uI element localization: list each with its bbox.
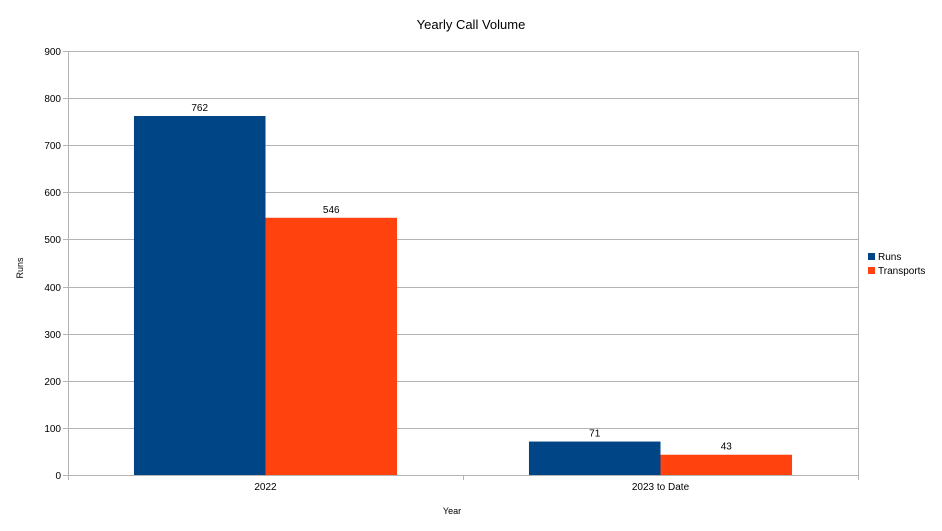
x-tick-labels: 2022 2023 to Date <box>254 482 689 493</box>
y-tick-labels: 0 100 200 300 400 500 600 700 800 900 <box>44 47 61 482</box>
legend-entry: Runs <box>878 252 901 263</box>
bar-transports-1 <box>660 454 793 475</box>
y-tick-label: 200 <box>44 377 61 388</box>
legend-swatch <box>868 253 875 260</box>
y-tick-label: 0 <box>55 471 61 482</box>
x-tick-label: 2022 <box>254 482 277 493</box>
bar-runs-0 <box>133 116 266 475</box>
data-label: 546 <box>323 205 340 216</box>
y-tick-label: 400 <box>44 283 61 294</box>
chart-title: Yearly Call Volume <box>417 17 526 32</box>
bar-runs-1 <box>528 441 661 475</box>
x-axis-label: Year <box>443 506 461 516</box>
y-tick-label: 600 <box>44 188 61 199</box>
legend: Runs Transports <box>868 252 925 277</box>
data-label: 43 <box>721 442 733 453</box>
legend-entry: Transports <box>878 266 925 277</box>
data-label: 762 <box>191 103 208 114</box>
y-tick-label: 100 <box>44 424 61 435</box>
x-tick-label: 2023 to Date <box>632 482 690 493</box>
bar-transports-0 <box>265 217 398 476</box>
y-tick-label: 900 <box>44 47 61 58</box>
y-tick-label: 800 <box>44 94 61 105</box>
bars <box>133 116 793 476</box>
data-label: 71 <box>589 429 601 440</box>
y-axis-label: Runs <box>15 257 25 279</box>
data-labels: 762 546 71 43 <box>191 103 732 453</box>
y-tick-label: 500 <box>44 235 61 246</box>
y-tick-label: 300 <box>44 330 61 341</box>
axes <box>63 51 859 480</box>
y-tick-label: 700 <box>44 141 61 152</box>
legend-swatch <box>868 267 875 274</box>
